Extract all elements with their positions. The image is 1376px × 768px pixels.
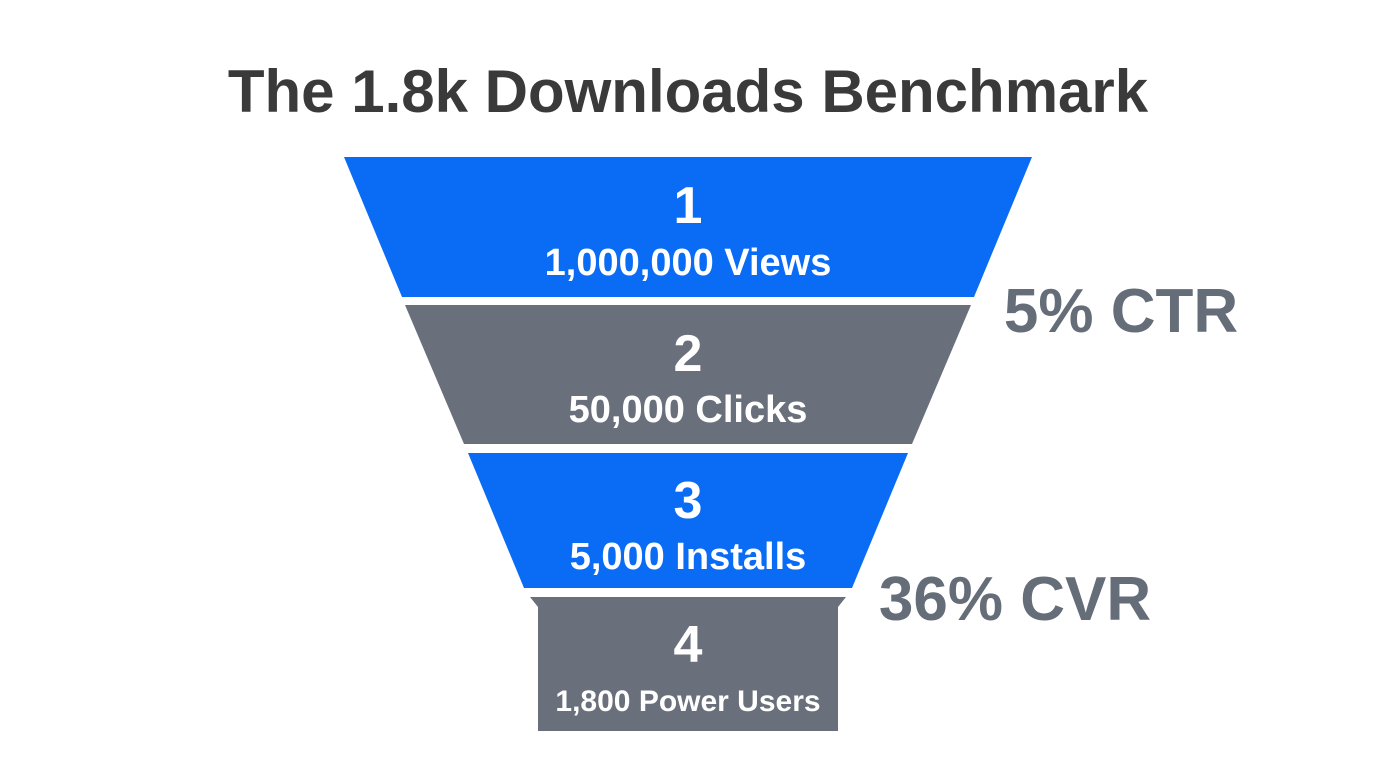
ctr-rate-label: 5% CTR [1004, 277, 1238, 346]
funnel-stage-4-number: 4 [674, 616, 703, 674]
funnel-stage-1-shape [344, 157, 1032, 297]
funnel-stage-4-shape [530, 597, 846, 731]
funnel-stage-4: 4 1,800 Power Users [530, 597, 846, 731]
funnel-stage-4-label: 1,800 Power Users [555, 685, 820, 718]
funnel-stage-1: 1 1,000,000 Views [344, 157, 1032, 297]
funnel-stage-3-number: 3 [674, 472, 703, 530]
funnel-stage-1-label: 1,000,000 Views [545, 242, 832, 284]
funnel-stage-1-number: 1 [674, 177, 703, 235]
funnel-stage-3-shape [468, 453, 908, 588]
funnel-stage-2-shape [405, 305, 971, 444]
funnel-stage-2-label: 50,000 Clicks [569, 389, 808, 431]
cvr-rate-label: 36% CVR [879, 565, 1151, 634]
funnel-stage-2: 2 50,000 Clicks [405, 305, 971, 444]
funnel-stage-2-number: 2 [674, 325, 703, 383]
funnel-stage-3-label: 5,000 Installs [570, 536, 807, 578]
funnel-stage-3: 3 5,000 Installs [468, 453, 908, 588]
page-title: The 1.8k Downloads Benchmark [228, 58, 1149, 125]
